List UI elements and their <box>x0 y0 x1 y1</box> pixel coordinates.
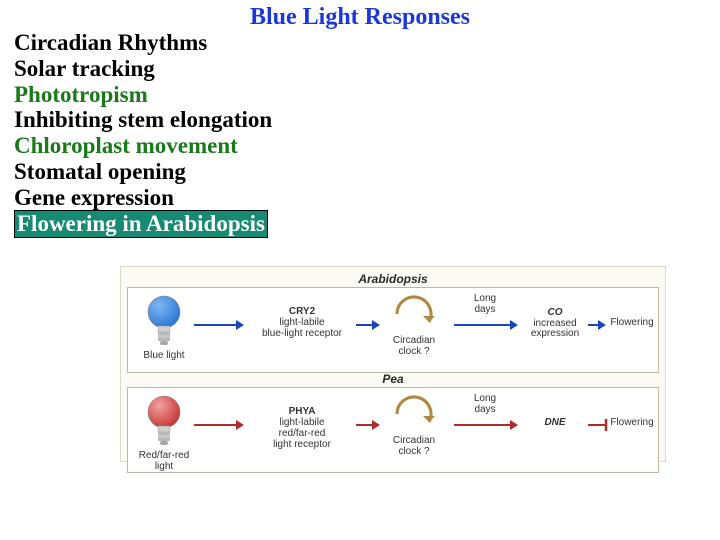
diagram-panel: PeaRed/far-red lightPHYAlight-labilered/… <box>127 387 659 473</box>
lightbulb-icon: Blue light <box>134 294 194 361</box>
list-item: Circadian Rhythms <box>14 30 272 56</box>
arrow-icon <box>356 318 390 332</box>
daylength-label: Longdays <box>462 294 508 315</box>
receptor-desc: light-labile <box>246 417 358 428</box>
list-item-label: Chloroplast movement <box>14 133 238 158</box>
arrow-icon <box>454 418 528 432</box>
list-item-label: Flowering in Arabidopsis <box>14 210 268 238</box>
page-title: Blue Light Responses <box>0 4 720 31</box>
list-item: Solar tracking <box>14 56 272 82</box>
receptor-desc: blue-light receptor <box>246 328 358 339</box>
flowering-figure: ArabidopsisBlue lightCRY2light-labileblu… <box>120 266 666 462</box>
arrow-icon <box>356 418 390 432</box>
clock-label: Circadianclock ? <box>376 336 452 357</box>
gene-label: COincreasedexpression <box>520 308 590 340</box>
clock-label: Circadianclock ? <box>376 436 452 457</box>
list-item: Phototropism <box>14 82 272 108</box>
receptor-desc: red/far-red <box>246 428 358 439</box>
lightbulb-icon: Red/far-red light <box>134 394 194 472</box>
receptor-label: CRY2light-labileblue-light receptor <box>246 306 358 339</box>
list-item-label: Inhibiting stem elongation <box>14 107 272 132</box>
receptor-symbol: PHYA <box>246 406 358 417</box>
list-item-label: Circadian Rhythms <box>14 30 207 55</box>
list-item: Inhibiting stem elongation <box>14 107 272 133</box>
daylength-label: Longdays <box>462 394 508 415</box>
list-item: Chloroplast movement <box>14 133 272 159</box>
list-item: Stomatal opening <box>14 159 272 185</box>
list-item-label: Phototropism <box>14 82 148 107</box>
list-item: Gene expression <box>14 185 272 211</box>
bulb-label: Blue light <box>134 350 194 361</box>
bulb-label: Red/far-red light <box>134 450 194 472</box>
receptor-label: PHYAlight-labilered/far-redlight recepto… <box>246 406 358 450</box>
list-item-label: Solar tracking <box>14 56 155 81</box>
receptor-desc: light receptor <box>246 439 358 450</box>
response-list: Circadian RhythmsSolar trackingPhototrop… <box>14 30 272 238</box>
receptor-symbol: CRY2 <box>246 306 358 317</box>
page-root: Blue Light Responses Circadian RhythmsSo… <box>0 0 720 540</box>
list-item: Flowering in Arabidopsis <box>14 210 272 238</box>
arrow-icon <box>194 418 254 432</box>
diagram-panel: ArabidopsisBlue lightCRY2light-labileblu… <box>127 287 659 373</box>
arrow-icon <box>588 418 616 432</box>
receptor-desc: light-labile <box>246 317 358 328</box>
arrow-icon <box>588 318 616 332</box>
panel-title: Pea <box>128 372 658 386</box>
list-item-label: Stomatal opening <box>14 159 186 184</box>
arrow-icon <box>194 318 254 332</box>
gene-label: DNE <box>520 418 590 429</box>
panel-title: Arabidopsis <box>128 272 658 286</box>
list-item-label: Gene expression <box>14 185 174 210</box>
arrow-icon <box>454 318 528 332</box>
